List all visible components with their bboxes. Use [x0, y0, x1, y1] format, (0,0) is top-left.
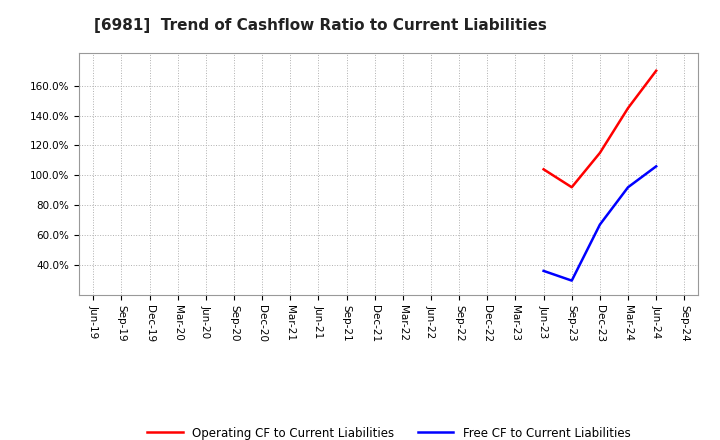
Legend: Operating CF to Current Liabilities, Free CF to Current Liabilities: Operating CF to Current Liabilities, Fre… [147, 426, 631, 440]
Text: [6981]  Trend of Cashflow Ratio to Current Liabilities: [6981] Trend of Cashflow Ratio to Curren… [94, 18, 546, 33]
Line: Free CF to Current Liabilities: Free CF to Current Liabilities [544, 166, 656, 281]
Free CF to Current Liabilities [595, 222, 604, 227]
Operating CF to Current Liabilities [595, 150, 604, 155]
Operating CF to Current Liabilities [652, 68, 660, 73]
Free CF to Current Liabilities [539, 268, 548, 274]
Operating CF to Current Liabilities [539, 167, 548, 172]
Free CF to Current Liabilities [567, 278, 576, 283]
Line: Operating CF to Current Liabilities: Operating CF to Current Liabilities [544, 71, 656, 187]
Operating CF to Current Liabilities [567, 185, 576, 190]
Free CF to Current Liabilities [652, 164, 660, 169]
Operating CF to Current Liabilities [624, 106, 632, 111]
Free CF to Current Liabilities [624, 185, 632, 190]
